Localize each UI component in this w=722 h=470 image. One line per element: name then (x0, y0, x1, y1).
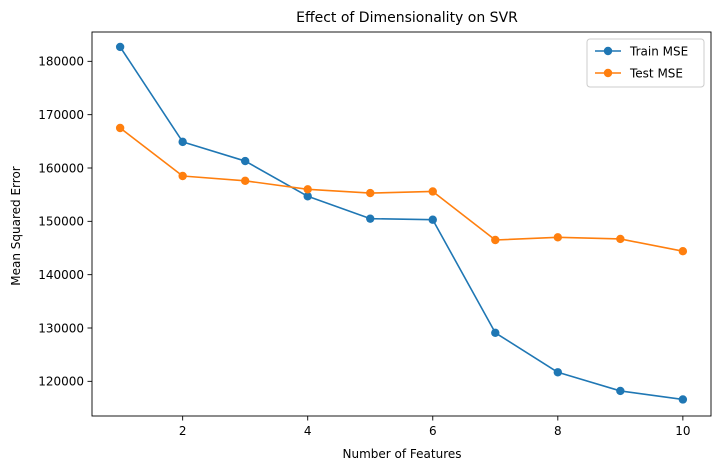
x-tick-label: 10 (675, 424, 690, 438)
y-tick-label: 160000 (38, 161, 84, 175)
data-point-test-mse (428, 187, 437, 196)
data-point-train-mse (428, 215, 437, 224)
data-point-train-mse (553, 368, 563, 377)
legend-marker (603, 46, 613, 56)
y-tick-label: 170000 (38, 108, 84, 122)
data-point-train-mse (678, 395, 688, 404)
axes: 2 4 6 8 10 120000 130000 140000 150000 160000 1700… (38, 31, 712, 438)
data-point-test-mse (303, 185, 312, 194)
y-tick-label: 150000 (38, 215, 84, 229)
legend-marker (603, 68, 613, 78)
data-point-test-mse (240, 176, 250, 185)
legend: Train MSE Test MSE (586, 38, 705, 88)
data-point-test-mse (178, 171, 187, 181)
data-point-train-mse (178, 137, 187, 147)
data-point-test-mse (553, 233, 563, 242)
x-tick-label: 2 (179, 424, 187, 438)
y-tick-label: 140000 (38, 268, 84, 282)
data-point-test-mse (115, 123, 125, 133)
chart-title: Effect of Dimensionality on SVR (296, 10, 518, 26)
data-point-train-mse (366, 214, 375, 223)
legend-label: Test MSE (629, 66, 683, 80)
x-axis-label: Number of Features (343, 447, 462, 461)
data-point-test-mse (366, 188, 375, 198)
data-point-test-mse (678, 247, 688, 256)
data-point-train-mse (303, 192, 312, 201)
y-tick-label: 180000 (38, 55, 84, 69)
data-point-test-mse (616, 234, 625, 244)
legend-label: Train MSE (629, 44, 688, 58)
y-tick-label: 130000 (38, 321, 84, 335)
series-line-test-mse (119, 127, 684, 252)
x-tick-label: 6 (429, 424, 437, 438)
axes-frame (91, 31, 712, 417)
data-point-test-mse (491, 235, 500, 245)
data-point-train-mse (491, 328, 500, 337)
data-point-train-mse (616, 386, 625, 396)
y-tick-label: 120000 (38, 375, 84, 389)
y-axis-label: Mean Squared Error (9, 166, 23, 286)
x-tick-label: 4 (304, 424, 312, 438)
x-tick-label: 8 (554, 424, 562, 438)
data-point-train-mse (115, 42, 125, 52)
series-line-train-mse (119, 46, 683, 401)
plot-area (115, 42, 688, 404)
data-point-train-mse (240, 156, 250, 166)
